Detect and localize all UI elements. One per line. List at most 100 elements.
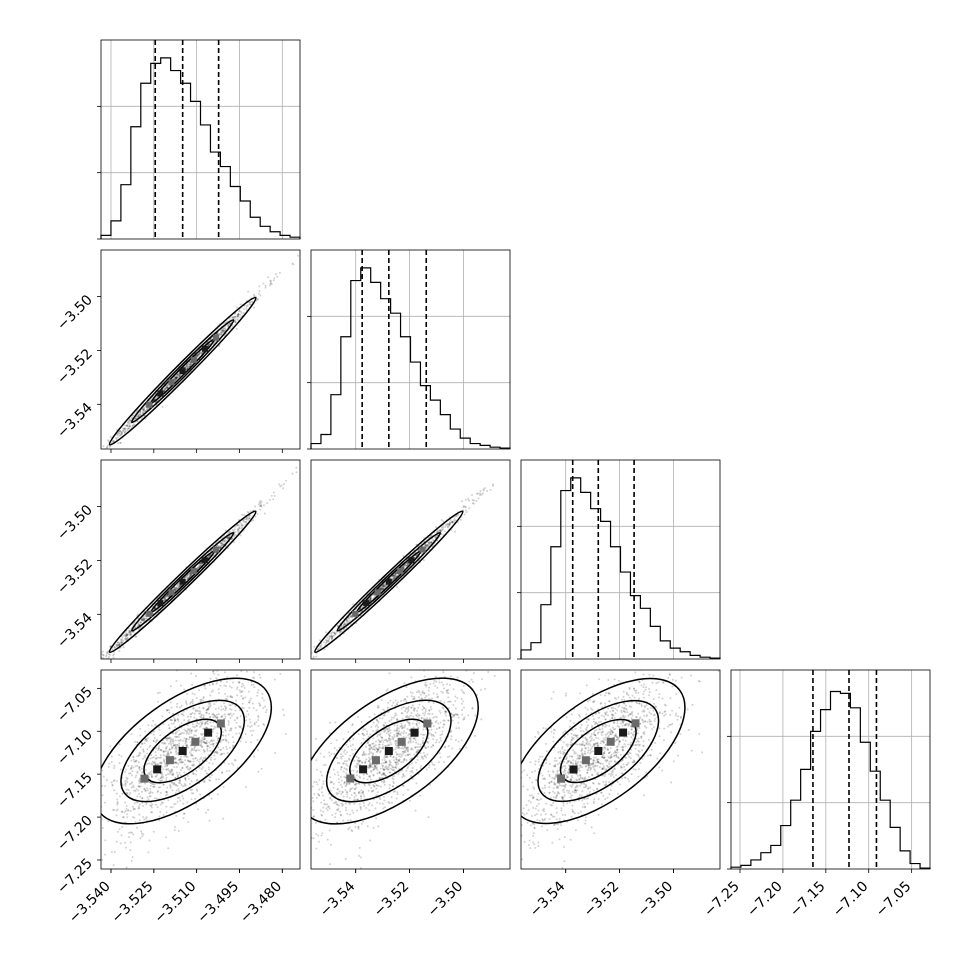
sample-point: [357, 826, 360, 829]
sample-point: [264, 705, 267, 708]
sample-point: [208, 554, 211, 557]
sample-point: [226, 695, 229, 698]
sample-point: [206, 720, 209, 723]
sample-point: [162, 814, 165, 817]
sample-point: [147, 851, 150, 854]
sample-point: [157, 747, 160, 750]
sample-point: [146, 762, 149, 765]
sample-point: [383, 584, 386, 587]
hist-panel-2: [517, 459, 721, 660]
sample-point: [140, 619, 143, 622]
contour-level-1: [120, 699, 246, 803]
sample-point: [154, 797, 157, 800]
sample-point: [148, 399, 151, 402]
sample-point: [141, 618, 144, 621]
sample-point: [183, 755, 186, 758]
sample-point: [138, 766, 141, 769]
sample-point: [175, 814, 178, 817]
sample-point: [382, 585, 385, 588]
sample-point: [142, 617, 145, 620]
sample-point: [153, 785, 156, 788]
sample-point: [209, 749, 212, 752]
sample-point: [177, 759, 180, 762]
sample-point: [164, 737, 167, 740]
sample-point: [112, 864, 115, 867]
sample-point: [159, 811, 162, 814]
sample-point: [217, 673, 220, 676]
sample-point: [166, 386, 169, 389]
sample-point: [119, 768, 122, 771]
sample-point: [173, 377, 176, 380]
sample-point: [175, 761, 178, 764]
sample-point: [428, 540, 431, 543]
sample-point: [177, 373, 180, 376]
sample-point: [180, 783, 183, 786]
sample-point: [427, 701, 430, 704]
sample-point: [164, 747, 167, 750]
sample-point: [479, 688, 482, 691]
sample-point: [175, 376, 178, 379]
sample-point: [122, 428, 125, 431]
sample-point: [208, 706, 211, 709]
sample-point: [144, 738, 147, 741]
sample-point: [161, 405, 164, 408]
sample-point: [235, 636, 237, 638]
sample-point: [183, 719, 186, 722]
sample-point: [217, 746, 220, 749]
sample-point: [190, 736, 193, 739]
sample-point: [129, 772, 132, 775]
sample-point: [166, 595, 169, 598]
sample-point: [369, 599, 372, 602]
sample-point: [472, 672, 475, 675]
sample-point: [196, 568, 199, 571]
sample-point: [124, 424, 127, 427]
sample-point: [199, 721, 202, 724]
sample-point: [116, 830, 119, 833]
sample-point: [200, 351, 203, 354]
sample-point: [194, 675, 197, 678]
sample-point: [169, 770, 172, 773]
sample-point: [162, 753, 165, 756]
sample-point: [250, 683, 253, 686]
sample-point: [205, 726, 208, 729]
sample-point: [112, 656, 115, 659]
sample-point: [221, 753, 224, 756]
sample-point: [178, 758, 181, 761]
sample-point: [451, 520, 454, 523]
sample-point: [315, 652, 318, 655]
sample-point: [237, 313, 240, 316]
sample-point: [190, 754, 193, 757]
sample-point: [192, 764, 195, 767]
sample-point: [424, 543, 427, 546]
sample-point: [237, 313, 240, 316]
sample-point: [196, 722, 199, 725]
sample-point: [183, 784, 186, 787]
sample-point: [127, 765, 130, 768]
sample-point: [205, 742, 208, 745]
sample-point: [137, 789, 140, 792]
sample-point: [115, 809, 118, 812]
sample-point: [162, 722, 165, 725]
panel-frame: [520, 459, 721, 660]
sample-point: [169, 719, 172, 722]
sample-point: [89, 465, 91, 467]
sample-point: [425, 544, 428, 547]
sample-point: [141, 618, 144, 621]
sample-point: [99, 455, 101, 457]
density-bin: [201, 557, 208, 564]
sample-point: [285, 479, 288, 482]
sample-point: [119, 441, 122, 444]
sample-point: [208, 746, 211, 749]
sample-point: [165, 386, 168, 389]
sample-point: [284, 732, 287, 735]
sample-point: [240, 695, 243, 698]
sample-point: [190, 729, 193, 732]
sample-point: [204, 769, 207, 772]
sample-point: [225, 333, 228, 336]
sample-point: [219, 748, 222, 751]
sample-point: [174, 587, 177, 590]
sample-point: [233, 534, 236, 537]
sample-point: [215, 735, 218, 738]
sample-point: [174, 744, 177, 747]
sample-point: [402, 564, 405, 567]
